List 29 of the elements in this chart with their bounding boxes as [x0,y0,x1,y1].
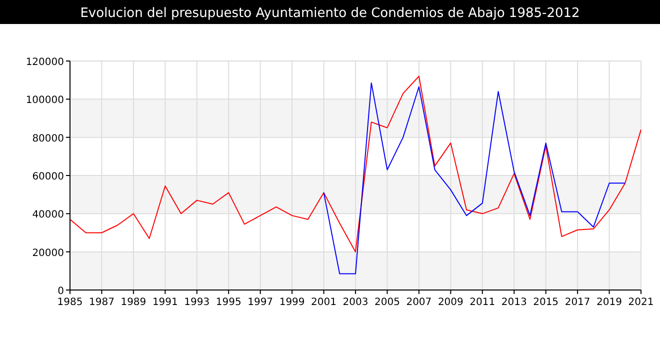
x-tick-label: 2009 [438,297,464,308]
y-tick-label: 120000 [26,57,64,68]
x-tick-label: 1999 [279,297,305,308]
x-tick-label: 1987 [88,297,114,308]
y-tick-label: 80000 [32,133,64,144]
x-tick-label: 1991 [152,297,178,308]
y-tick-label: 20000 [32,248,64,259]
x-tick-label: 2017 [564,297,590,308]
y-tick-label: 100000 [26,95,64,106]
x-tick-label: 2013 [501,297,527,308]
y-tick-label: 0 [58,286,64,297]
x-tick-label: 2015 [533,297,559,308]
x-tick-label: 2007 [406,297,432,308]
y-tick-label: 60000 [32,172,64,182]
x-tick-label: 2003 [342,297,368,308]
y-tick-label: 40000 [32,210,64,221]
x-tick-label: 2005 [374,297,400,308]
x-tick-label: 2021 [628,297,654,308]
x-tick-label: 1993 [184,297,210,308]
x-tick-label: 2011 [470,297,496,308]
x-tick-label: 1997 [248,297,274,308]
line-series [70,76,642,252]
x-tick-label: 2019 [596,297,622,308]
x-tick-label: 1989 [120,297,146,308]
x-tick-label: 1995 [216,297,242,308]
x-tick-label: 1985 [57,297,83,308]
line-series [323,82,626,274]
x-tick-label: 2001 [311,297,337,308]
chart-title: Evolucion del presupuesto Ayuntamiento de Condemios de Abajo 1985-2012 [80,6,580,21]
